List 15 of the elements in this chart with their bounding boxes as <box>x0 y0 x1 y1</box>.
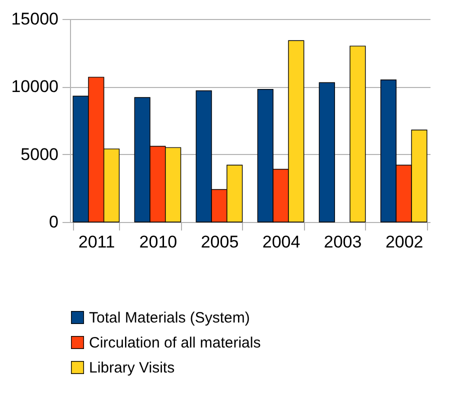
x-tick-label: 2003 <box>324 232 362 252</box>
x-tick-label: 2002 <box>385 232 424 252</box>
x-tick-label: 2005 <box>200 232 239 252</box>
y-tick-label: 0 <box>49 212 58 232</box>
bar <box>350 46 366 222</box>
x-tick-label: 2004 <box>262 232 300 252</box>
y-tick-label: 5000 <box>20 144 58 164</box>
y-tick-label: 10000 <box>11 77 58 96</box>
x-tick-label: 2010 <box>139 232 178 252</box>
legend-label: Library Visits <box>89 360 175 376</box>
legend-label: Total Materials (System) <box>89 310 250 326</box>
y-tick-label: 15000 <box>11 10 58 28</box>
bar <box>318 82 335 222</box>
x-tick-label: 2011 <box>78 232 115 252</box>
legend-label: Circulation of all materials <box>89 334 261 352</box>
